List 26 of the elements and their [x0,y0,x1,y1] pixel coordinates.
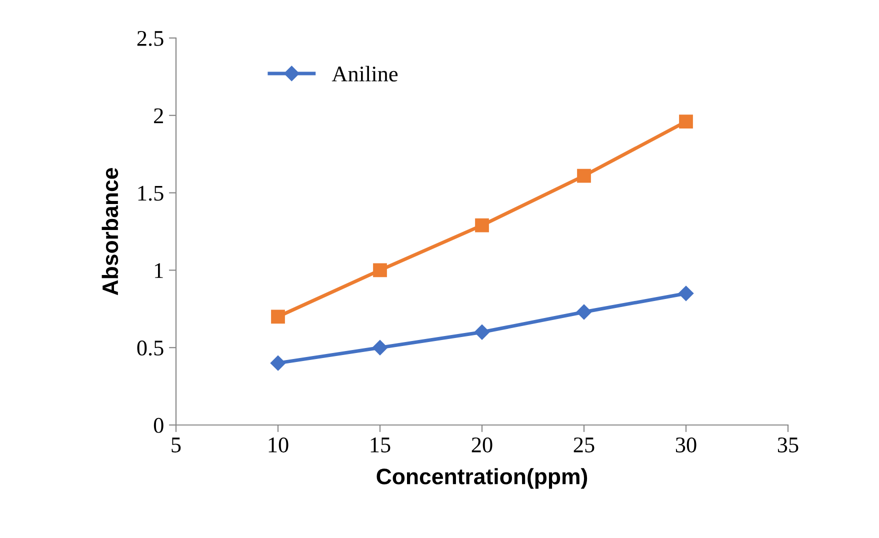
point [678,286,694,301]
x-tick-label: 5 [172,438,181,452]
x-tick-label: 15 [370,438,390,452]
point [271,310,285,324]
x-tick-label: 35 [778,438,798,452]
y-tick-label: 1.5 [138,186,164,201]
legend-label: Aniline [332,66,398,82]
point [474,324,490,340]
y-tick-label: 0 [154,418,164,433]
point [576,304,592,320]
y-tick-label: 1 [155,263,163,278]
point [373,263,387,278]
x-tick-label: 30 [676,437,696,452]
point [475,218,489,232]
y-axis-title: Absorbance [102,168,118,296]
y-tick-label: 0.5 [137,340,164,356]
y-tick-label: 2 [154,108,163,124]
x-tick-label: 25 [574,438,594,452]
point [372,340,388,356]
point [577,168,591,183]
x-tick-label: 20 [472,437,492,452]
x-axis-title: Concentration(ppm) [376,468,588,489]
point [679,114,693,129]
x-tick-label: 10 [268,437,288,452]
y-tick-label: 2.5 [137,30,164,46]
point [270,356,286,371]
